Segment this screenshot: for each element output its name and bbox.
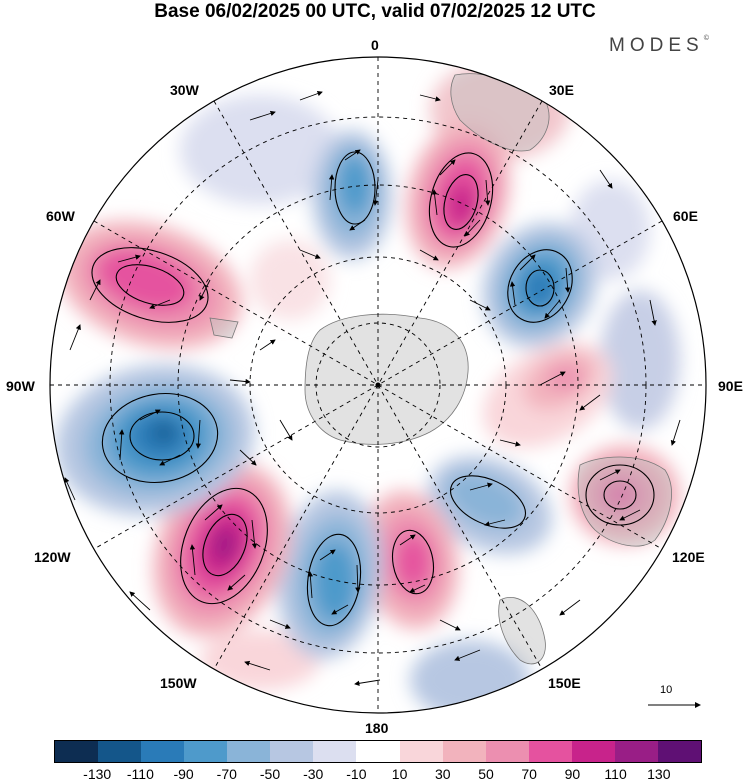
lon-label-30e: 30E (549, 82, 574, 98)
colorbar-swatch: #e5529f (528, 741, 572, 762)
colorbar-tick-label: -110 (126, 766, 154, 782)
colorbar-swatch: #14568a (98, 741, 142, 762)
map-title: Base 06/02/2025 00 UTC, valid 07/02/2025… (154, 1, 596, 22)
colorbar-tick-label: -70 (216, 766, 237, 782)
lon-label-180: 180 (365, 720, 389, 736)
colorbar-tick-label: 10 (391, 766, 408, 782)
colorbar-tick-label: -130 (83, 766, 112, 782)
lon-label-120e: 120E (672, 549, 705, 565)
lon-label-90w: 90W (6, 378, 35, 394)
brand-text: MODES (609, 35, 704, 56)
colorbar-swatch: #2a7bb8 (141, 741, 185, 762)
lon-label-60e: 60E (673, 208, 698, 224)
colorbar-tick-label: 50 (478, 766, 494, 782)
colorbar-tick-label: -90 (173, 766, 194, 782)
colorbar-swatch: #f9d6da (399, 741, 443, 762)
colorbar-tick-label: 30 (435, 766, 451, 782)
colorbar-swatch: #991e86 (614, 741, 658, 762)
colorbar-tick-label: 70 (521, 766, 537, 782)
pole-point (375, 382, 381, 388)
colorbar-swatch: #c8238b (571, 741, 615, 762)
land-masses (209, 73, 672, 665)
colorbar-tick-label: 90 (564, 766, 581, 782)
colorbar-swatch: #b7c7e2 (270, 741, 314, 762)
colorbar-tick-label: -10 (346, 766, 367, 782)
reference-vector-label: 10 (660, 684, 673, 696)
colorbar: #0d2d52#14568a#2a7bb8#4e9acb#8ab4d8#b7c7… (54, 740, 702, 763)
lon-label-90e: 90E (718, 378, 743, 394)
colorbar-swatch: #dcdff0 (313, 741, 357, 762)
colorbar-tick-label: 110 (604, 766, 627, 782)
lon-label-150w: 150W (160, 675, 197, 691)
colorbar-tick-label: 130 (647, 766, 671, 782)
colorbar-swatch: #ffffff (356, 741, 400, 762)
colorbar-swatch: #ec8fb0 (485, 741, 529, 762)
lon-label-30w: 30W (170, 82, 199, 98)
colorbar-swatch: #0d2d52 (55, 741, 99, 762)
lon-label-60w: 60W (46, 208, 75, 224)
colorbar-swatch: #f2b3bd (442, 741, 486, 762)
lon-label-0: 0 (371, 37, 379, 53)
colorbar-swatch: #8ab4d8 (227, 741, 271, 762)
copyright-mark: © (703, 35, 709, 42)
map-boundary (49, 56, 707, 714)
colorbar-swatch: #5f1074 (657, 741, 701, 762)
colorbar-tick-label: -30 (303, 766, 324, 782)
wind-vectors (64, 91, 681, 686)
lon-label-120w: 120W (34, 549, 71, 565)
lon-label-150e: 150E (548, 675, 581, 691)
colorbar-swatch: #4e9acb (184, 741, 228, 762)
colorbar-tick-label: -50 (259, 766, 281, 782)
modes-logo: MODES© (609, 35, 709, 57)
